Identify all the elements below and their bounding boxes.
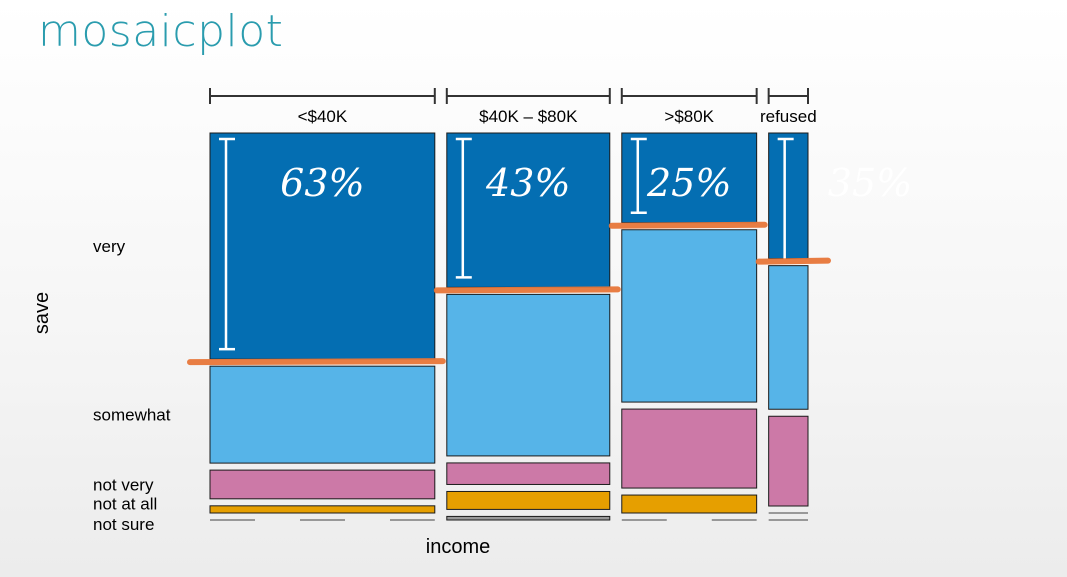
- cell-refused-very: [768, 132, 809, 260]
- cell-40k-very: [209, 132, 436, 360]
- cell-refused-somewhat: [768, 265, 809, 410]
- x-tick-40k-80k: $40K – $80K: [479, 107, 578, 126]
- cell-40k-80k-not-at-all: [446, 490, 611, 510]
- percent-annotation-40k: 63%: [280, 161, 364, 205]
- cell-80k-not-very: [621, 408, 758, 489]
- height-brackets: [219, 137, 794, 351]
- y-axis-label: save: [31, 292, 53, 334]
- cell-40k-80k-not-very: [446, 462, 611, 485]
- cell-80k-somewhat: [621, 229, 758, 403]
- height-bracket-40k-80k: [455, 137, 472, 279]
- height-bracket-80k: [630, 137, 647, 214]
- slide-title: mosaicplot: [38, 6, 284, 57]
- y-tick-not-sure: not sure: [93, 515, 154, 534]
- y-tick-very: very: [93, 237, 126, 256]
- cell-40k-80k-very: [446, 132, 611, 288]
- width-bracket-40k-80k: [445, 88, 611, 104]
- y-tick-not-very: not very: [93, 475, 154, 494]
- percent-annotation-refused: 35%: [828, 161, 912, 205]
- x-axis-label: income: [426, 536, 490, 558]
- cell-40k-not-very: [209, 469, 436, 500]
- percent-annotation-80k: 25%: [646, 161, 731, 205]
- cell-40k-not-at-all: [209, 505, 436, 514]
- highlight-line-80k: [608, 221, 768, 229]
- cell-80k-not-at-all: [621, 494, 758, 514]
- cell-80k-very: [621, 132, 758, 224]
- x-tick-labels: <$40K $40K – $80K >$80K refused: [298, 107, 817, 126]
- height-bracket-40k: [219, 137, 235, 351]
- width-bracket-refused: [767, 88, 809, 104]
- cell-refused-not-very: [768, 415, 809, 507]
- highlight-line-refused: [755, 257, 831, 265]
- cell-40k-somewhat: [209, 365, 436, 464]
- cell-40k-80k-somewhat: [446, 293, 611, 457]
- x-tick-40k: <$40K: [298, 107, 348, 126]
- y-tick-somewhat: somewhat: [93, 406, 171, 425]
- y-tick-not-at-all: not at all: [93, 494, 157, 513]
- x-tick-refused: refused: [760, 107, 817, 126]
- percent-annotations: 63% 43% 25% 35%: [280, 161, 912, 205]
- percent-annotation-40k-80k: 43%: [485, 161, 570, 205]
- column-width-brackets: [209, 88, 809, 104]
- highlight-line-40k-80k: [433, 286, 621, 294]
- cell-40k-80k-not-sure: [446, 515, 611, 521]
- width-bracket-80k: [620, 88, 758, 104]
- highlight-line-40k: [187, 358, 446, 366]
- highlight-lines: [187, 221, 831, 366]
- width-bracket-40k: [209, 88, 436, 104]
- x-tick-80k: >$80K: [664, 107, 714, 126]
